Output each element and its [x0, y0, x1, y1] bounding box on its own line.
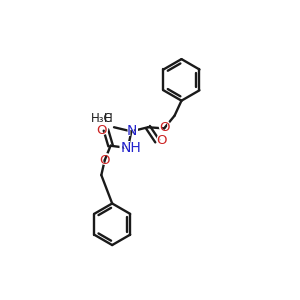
Text: NH: NH [120, 141, 141, 155]
Text: O: O [97, 124, 107, 136]
Text: N: N [125, 124, 139, 139]
Text: O: O [95, 122, 108, 137]
Text: H₃C: H₃C [90, 112, 112, 125]
Text: O: O [156, 134, 166, 147]
Text: O: O [100, 154, 110, 166]
Text: NH: NH [117, 140, 144, 155]
Text: O: O [158, 120, 171, 135]
Text: O: O [98, 152, 111, 167]
Text: N: N [127, 124, 137, 138]
Text: O: O [159, 122, 169, 134]
Text: H: H [103, 112, 112, 125]
Text: O: O [155, 133, 168, 148]
